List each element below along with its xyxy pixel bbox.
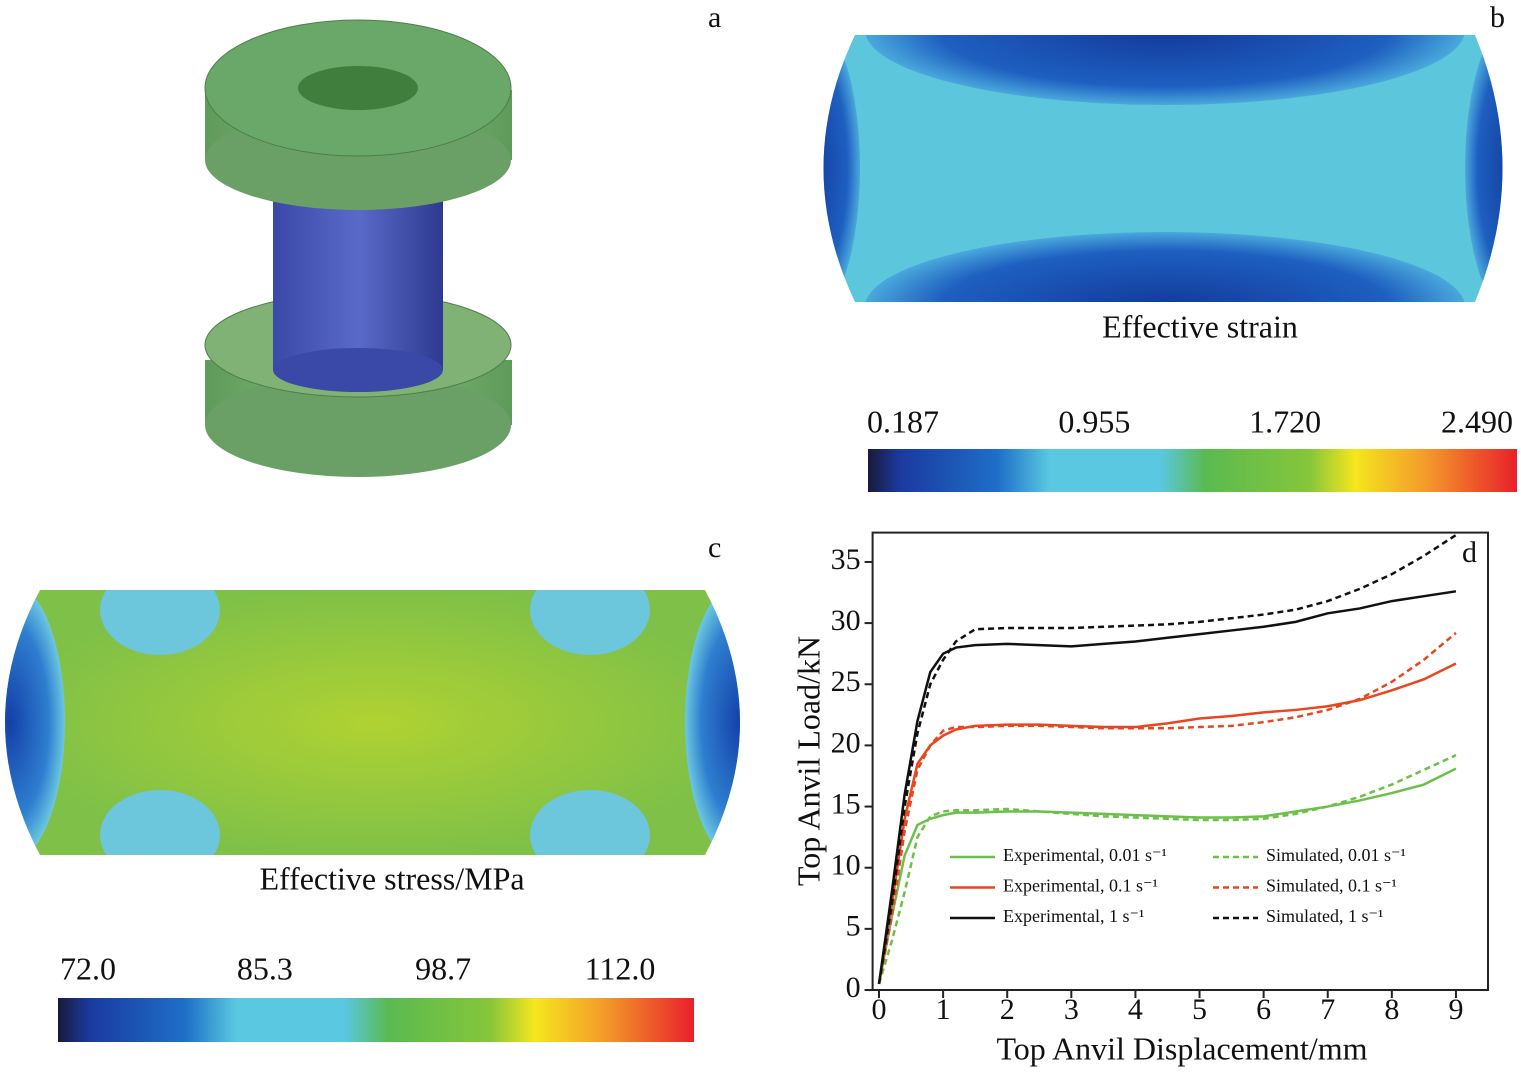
- stress-mid-corner: [530, 590, 650, 655]
- strain-low-top: [865, 35, 1465, 105]
- y-tick-label: 5: [846, 910, 861, 943]
- legend-label: Simulated, 0.1 s⁻¹: [1266, 876, 1397, 896]
- x-tick-label: 3: [1064, 993, 1079, 1026]
- series-line: [877, 754, 1457, 985]
- y-axis-title: Top Anvil Load/kN: [790, 636, 826, 886]
- strain-low-right: [1465, 35, 1503, 302]
- panel-label: d: [1462, 536, 1477, 569]
- stress-mid-corner: [100, 790, 220, 855]
- colorbar-tick-label: 98.7: [415, 950, 471, 986]
- x-tick-label: 5: [1192, 993, 1207, 1026]
- panel-label: b: [1490, 1, 1505, 34]
- stress-mid-corner: [530, 790, 650, 855]
- x-tick-label: 7: [1320, 993, 1335, 1026]
- colorbar-tick-label: 2.490: [1441, 403, 1513, 439]
- top-anvil-center: [298, 66, 418, 110]
- colorbar-tick-label: 1.720: [1249, 403, 1321, 439]
- strain-low-left: [823, 35, 860, 302]
- y-tick-label: 10: [831, 849, 861, 882]
- series-line: [877, 662, 1457, 985]
- sample-bottom: [273, 348, 443, 392]
- panel-label: a: [708, 1, 721, 34]
- x-tick-label: 9: [1448, 993, 1463, 1026]
- legend-label: Simulated, 0.01 s⁻¹: [1266, 845, 1406, 865]
- anvil-model: [204, 19, 512, 477]
- y-tick-label: 35: [831, 543, 861, 576]
- stress-caption: Effective stress/MPa: [259, 860, 524, 896]
- panel-label: c: [708, 531, 721, 564]
- legend-label: Simulated, 1 s⁻¹: [1266, 906, 1383, 926]
- x-axis-title: Top Anvil Displacement/mm: [996, 1030, 1367, 1066]
- strain-caption: Effective strain: [1102, 308, 1298, 344]
- x-tick-label: 6: [1256, 993, 1271, 1026]
- stress-low-right: [685, 590, 740, 855]
- colorbar-tick-label: 72.0: [60, 950, 116, 986]
- colorbar-tick-label: 112.0: [585, 950, 656, 986]
- strain-map: [823, 35, 1503, 302]
- colorbar-tick-label: 0.187: [867, 403, 939, 439]
- stress-colorbar: [58, 998, 694, 1042]
- series-line: [877, 590, 1457, 985]
- legend-label: Experimental, 0.1 s⁻¹: [1003, 876, 1158, 896]
- stress-mid-corner: [100, 590, 220, 655]
- colorbar-tick-label: 0.955: [1058, 403, 1130, 439]
- x-tick-label: 1: [936, 993, 951, 1026]
- series-line: [877, 767, 1457, 985]
- legend-label: Experimental, 0.01 s⁻¹: [1003, 845, 1167, 865]
- x-tick-label: 4: [1128, 993, 1143, 1026]
- sample-cylinder: [273, 190, 443, 370]
- y-tick-label: 15: [831, 787, 861, 820]
- x-tick-label: 2: [1000, 993, 1015, 1026]
- plot-frame: [871, 531, 1489, 991]
- y-tick-label: 20: [831, 726, 861, 759]
- x-tick-label: 8: [1384, 993, 1399, 1026]
- legend-label: Experimental, 1 s⁻¹: [1003, 906, 1144, 926]
- series-line: [877, 533, 1457, 985]
- colorbar-tick-label: 85.3: [237, 950, 293, 986]
- stress-low-left: [5, 590, 65, 855]
- y-tick-label: 0: [846, 971, 861, 1004]
- x-tick-label: 0: [872, 993, 887, 1026]
- bottom-anvil-base: [205, 373, 511, 477]
- strain-low-bottom: [865, 232, 1465, 302]
- stress-map: [5, 590, 740, 855]
- y-tick-label: 25: [831, 665, 861, 698]
- series-line: [877, 631, 1457, 985]
- strain-colorbar: [868, 449, 1517, 492]
- y-tick-label: 30: [831, 604, 861, 637]
